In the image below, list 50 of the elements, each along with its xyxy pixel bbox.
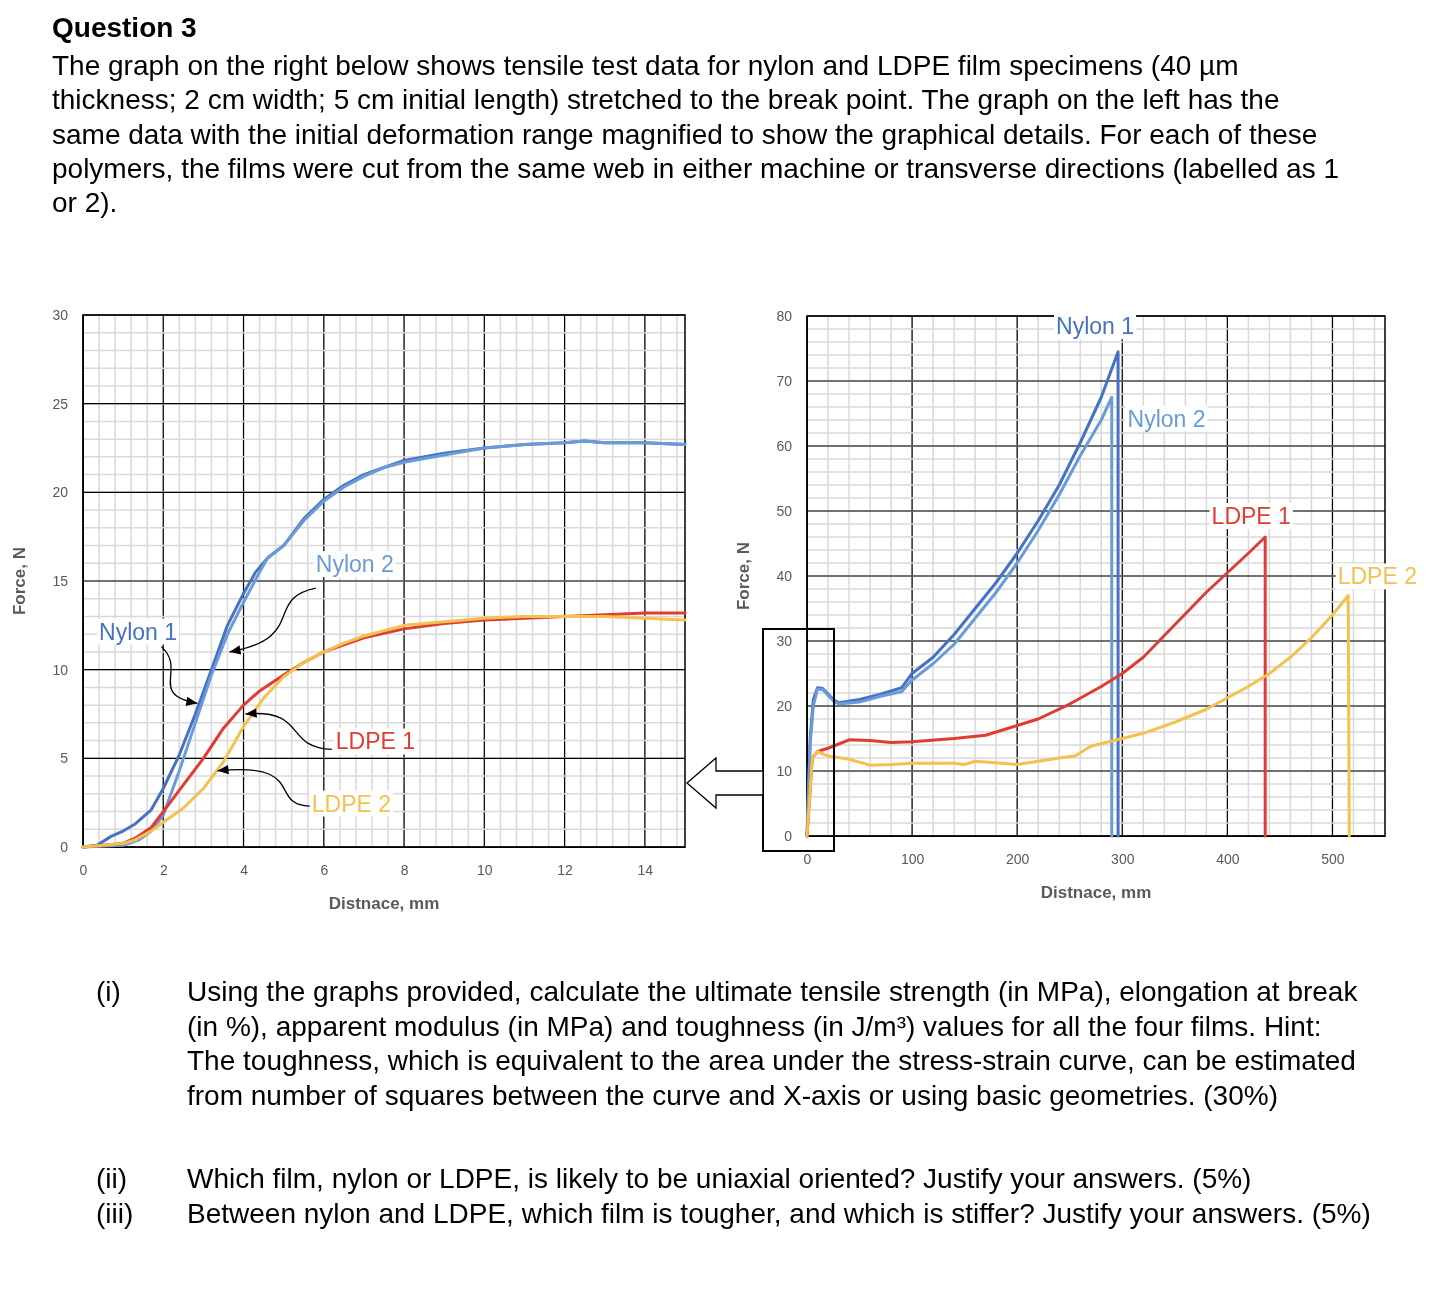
series-label: LDPE 1 [1211,503,1291,529]
x-tick-label: 100 [900,850,925,867]
y-tick-label: 10 [776,762,793,779]
y-axis-title: Force, N [10,546,29,616]
x-tick-label: 0 [79,861,88,878]
x-tick-label: 8 [400,861,409,878]
x-tick-label: 0 [803,850,812,867]
y-tick-label: 60 [776,437,793,454]
y-tick-label: 5 [60,750,69,767]
x-tick-label: 500 [1321,850,1345,867]
x-tick-label: 200 [1006,850,1030,867]
y-tick-label: 10 [52,661,69,678]
y-tick-label: 15 [52,572,69,589]
y-tick-label: 30 [776,632,793,649]
text: Using the graphs provided, calculate the ultimate tensile strength (in MPa), elongation at break (in %), apparent modulus (in MPa) and toughness (in J/m³) values for all the four films. Hint: The toughness, which is equivalent to the area under the stress-strain curve, can be estimated from number of squares between the curve and X-axis or using basic geometries. (30%) [187,975,1359,1113]
series-label: Nylon 2 [1127,405,1206,432]
series-label: Nylon 1 [1056,313,1135,340]
text: (i) [96,975,121,1009]
chart-title: Question 3 [52,12,197,44]
series-label: Nylon 1 [99,618,178,645]
y-tick-label: 70 [776,372,793,389]
text: LDPE 1 [335,728,416,755]
x-tick-label: 2 [159,861,168,878]
text: (ii) [96,1162,128,1196]
y-tick-label: 20 [776,697,793,714]
text: The graph on the right below shows tensile test data for nylon and LDPE film specimens (40 µm thickness; 2 cm width; 5 cm initial length) stretched to the break point. The graph on the left has the same data with the initial deformation range magnified to show the graphical details. For each of these polymers, the films were cut from the same web in either machine or transverse directions (labelled as 1 or 2). [52,49,1340,221]
y-tick-label: 40 [776,567,793,584]
y-tick-label: 0 [60,838,69,855]
x-tick-label: 12 [557,861,574,878]
y-tick-label: 25 [52,395,69,412]
x-tick-label: 6 [320,861,329,878]
x-tick-label: 10 [477,861,493,878]
y-tick-label: 20 [52,484,69,501]
text: (iii) [96,1197,134,1231]
x-tick-label: 400 [1216,850,1240,867]
y-tick-label: 0 [784,827,793,844]
x-axis-title: Distnace, mm [328,894,440,913]
text: Between nylon and LDPE, which film is tougher, and which is stiffer? Justify your answers. (5%) [187,1197,1372,1231]
series-label: LDPE 2 [1337,563,1417,590]
y-tick-label: 50 [776,502,793,519]
x-axis-title: Distnace, mm [1040,883,1152,902]
x-tick-label: 14 [637,861,654,878]
y-tick-label: 80 [776,307,793,324]
x-tick-label: 300 [1111,850,1135,867]
text: Which film, nylon or LDPE, is likely to be uniaxial oriented? Justify your answers. (5%) [187,1162,1253,1196]
text: LDPE 2 [311,790,392,817]
x-tick-label: 4 [240,861,249,878]
series-label: Nylon 2 [315,551,394,578]
y-tick-label: 30 [52,306,69,323]
y-axis-title: Force, N [734,541,753,611]
